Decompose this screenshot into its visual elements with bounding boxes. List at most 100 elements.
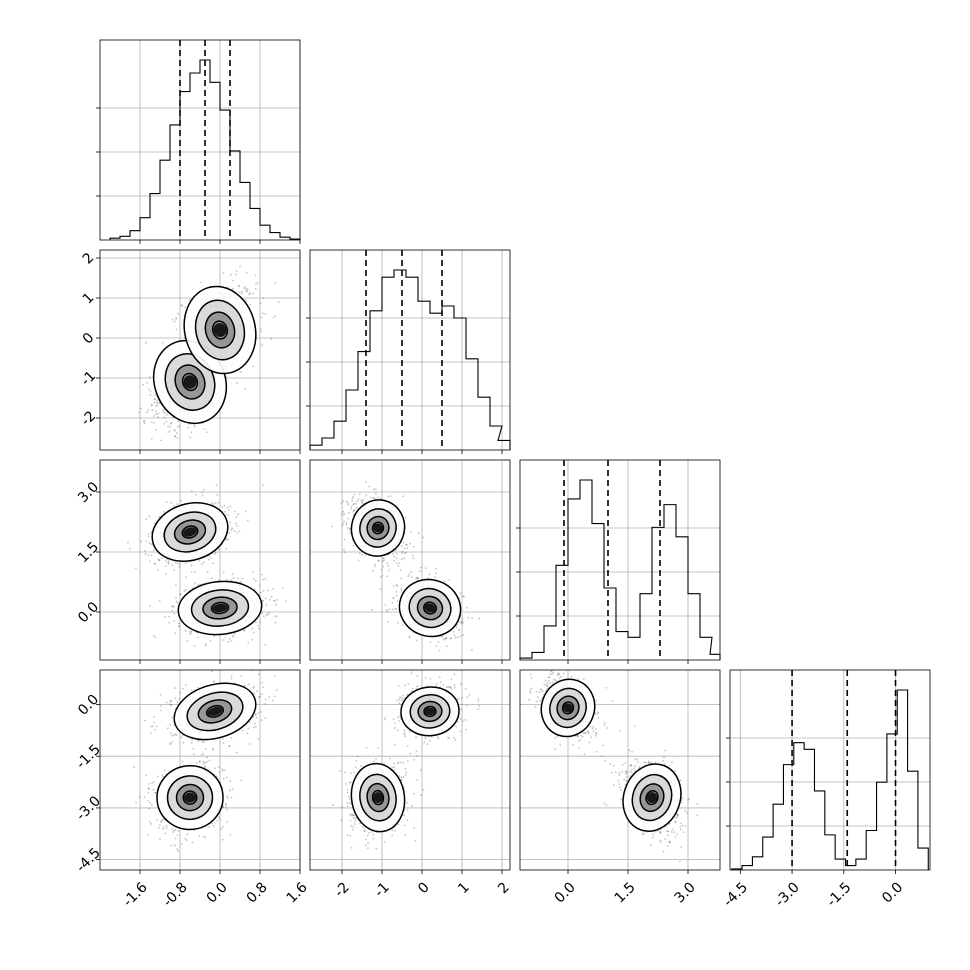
x-tick-label: -2 — [332, 879, 353, 900]
contour-line — [645, 789, 659, 806]
contour-line — [622, 763, 682, 832]
contour-line — [210, 601, 230, 615]
contour-line — [371, 521, 385, 535]
density-peak — [540, 678, 596, 738]
contour-line — [181, 525, 199, 539]
density-core — [183, 375, 197, 389]
panel-3-2 — [520, 670, 720, 870]
x-tick-label: 0.0 — [204, 879, 231, 906]
contour-line — [359, 773, 397, 822]
contour-line — [156, 764, 224, 831]
y-tick-label: -1 — [78, 368, 99, 389]
contour-line — [408, 587, 452, 629]
contour-line — [202, 596, 238, 620]
y-tick-label: -1.5 — [73, 742, 104, 773]
panel-0-0 — [100, 40, 301, 240]
density-peak — [400, 686, 460, 737]
panel-frame — [99, 669, 301, 871]
x-tick-label: 3.0 — [672, 879, 699, 906]
panel-frame — [729, 669, 931, 871]
scatter-points — [332, 670, 480, 850]
contour-line — [211, 320, 229, 340]
density-peak — [398, 578, 462, 638]
x-tick-label: 2 — [495, 879, 513, 897]
y-tick-label: 0.0 — [75, 599, 102, 626]
x-tick-label: 0.8 — [244, 879, 271, 906]
density-peak — [177, 580, 263, 636]
x-tick-label: -1.6 — [120, 879, 151, 910]
x-tick-label: 0 — [415, 879, 433, 897]
contour-line — [163, 511, 217, 553]
contour-line — [350, 499, 406, 557]
contour-line — [366, 515, 390, 541]
contour-line — [173, 519, 207, 545]
contour-line — [182, 790, 198, 805]
scatter-points — [138, 265, 280, 442]
contour-line — [183, 285, 257, 375]
density-peak — [183, 285, 257, 375]
density-peak — [156, 764, 224, 831]
contour-line — [359, 508, 397, 548]
contour-line — [639, 783, 665, 813]
x-tick-label: -4.5 — [720, 879, 751, 910]
contour-line — [197, 699, 233, 724]
contour-line — [400, 686, 460, 737]
density-core — [424, 603, 436, 613]
panel-frame — [519, 459, 721, 661]
y-tick-label: 0 — [80, 330, 98, 348]
contour-line — [166, 775, 214, 821]
contour-line — [540, 678, 596, 738]
density-core — [373, 792, 383, 804]
x-tick-label: 0.0 — [552, 879, 579, 906]
contour-line — [409, 694, 451, 729]
histogram-2 — [519, 479, 721, 660]
panel-frame — [519, 669, 721, 871]
contour-line — [177, 580, 263, 636]
density-peak — [350, 762, 406, 833]
contour-line — [398, 578, 462, 638]
scatter-points — [127, 484, 288, 647]
contour-line — [556, 695, 580, 721]
panel-3-3 — [730, 670, 930, 870]
x-tick-label: 1.5 — [612, 879, 639, 906]
panel-frame — [99, 459, 301, 661]
contour-line — [371, 789, 385, 806]
scatter-points — [331, 481, 480, 652]
panel-2-2 — [519, 460, 721, 660]
y-tick-label: 1 — [80, 290, 98, 308]
panel-frame — [99, 39, 301, 241]
contour-line — [561, 701, 575, 715]
x-tick-label: 1.6 — [284, 879, 311, 906]
y-tick-label: -2 — [78, 408, 99, 429]
density-peak — [622, 763, 682, 832]
contour-line — [416, 595, 444, 621]
contour-line — [417, 700, 443, 723]
contour-line — [549, 687, 587, 729]
panel-1-0 — [100, 250, 301, 450]
contour-line — [151, 502, 229, 562]
panel-frame — [309, 669, 511, 871]
x-tick-label: 1 — [455, 879, 473, 897]
contour-line — [190, 589, 250, 627]
x-tick-label: 0.0 — [879, 879, 906, 906]
contour-line — [186, 691, 244, 732]
panel-frame — [309, 459, 511, 661]
contour-line — [174, 364, 206, 400]
y-tick-label: 3.0 — [75, 479, 102, 506]
contour-line — [423, 601, 437, 615]
histogram-1 — [309, 269, 511, 450]
x-tick-label: -1 — [372, 879, 393, 900]
contour-line — [181, 372, 199, 392]
density-core — [373, 523, 383, 533]
density-core — [213, 323, 227, 337]
density-peak — [151, 502, 229, 562]
contour-line — [173, 682, 257, 741]
x-tick-label: -0.8 — [160, 879, 191, 910]
panel-3-0 — [100, 670, 301, 870]
contour-line — [423, 705, 437, 718]
density-core — [646, 792, 658, 803]
panel-2-0 — [100, 460, 301, 660]
contour-line — [366, 782, 390, 813]
y-tick-label: 1.5 — [75, 539, 102, 566]
